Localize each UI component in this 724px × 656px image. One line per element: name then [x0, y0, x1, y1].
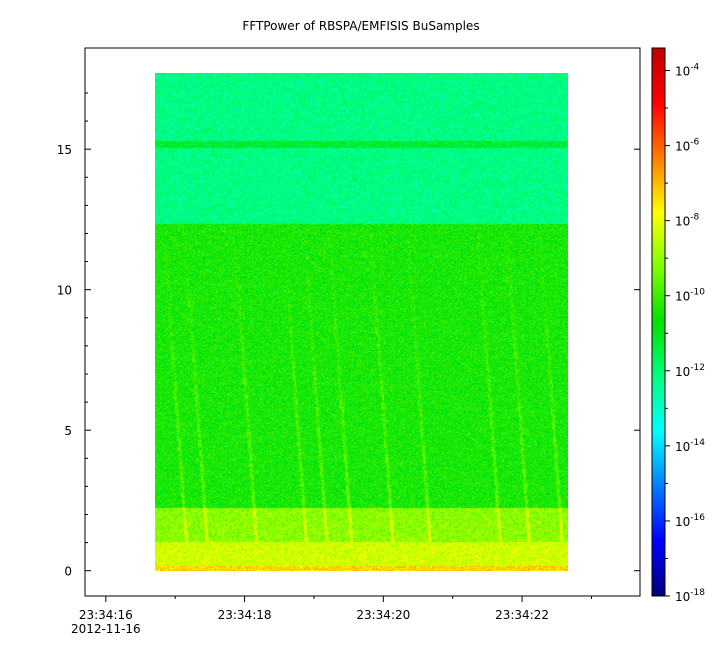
- y-tick-label: 15: [57, 143, 72, 157]
- colorbar: 10-18 10-16 10-14 10-12 10-10 10-8 10-6 10-4: [651, 47, 705, 604]
- colorbar-tick-label: 10-6: [675, 138, 700, 154]
- colorbar-gradient: [652, 48, 665, 596]
- colorbar-ticks: 10-18 10-16 10-14 10-12 10-10 10-8 10-6 10-4: [665, 63, 705, 604]
- colorbar-tick-label: 10-18: [675, 588, 705, 604]
- colorbar-tick-label: 10-16: [675, 513, 705, 529]
- x-tick-label: 23:34:16: [79, 608, 133, 622]
- colorbar-tick-label: 10-14: [675, 438, 705, 454]
- x-tick-label: 23:34:20: [356, 608, 410, 622]
- colorbar-tick-label: 10-4: [675, 63, 700, 79]
- spectrogram-image: [155, 73, 568, 571]
- x-tick-label: 23:34:18: [218, 608, 272, 622]
- colorbar-tick-label: 10-12: [675, 363, 705, 379]
- chart-title: FFTPower of RBSPA/EMFISIS BuSamples: [242, 19, 479, 33]
- y-axis: 0 5 10 15: [57, 92, 640, 579]
- colorbar-frame: [651, 47, 666, 597]
- colorbar-tick-label: 10-8: [675, 213, 700, 229]
- x-tick-label: 23:34:22: [495, 608, 549, 622]
- x-tick-date-label: 2012-11-16: [71, 622, 141, 636]
- colorbar-tick-label: 10-10: [675, 288, 705, 304]
- plot-area: [84, 47, 641, 597]
- y-tick-label: 5: [64, 424, 72, 438]
- y-tick-label: 10: [57, 284, 72, 298]
- y-tick-label: 0: [64, 565, 72, 579]
